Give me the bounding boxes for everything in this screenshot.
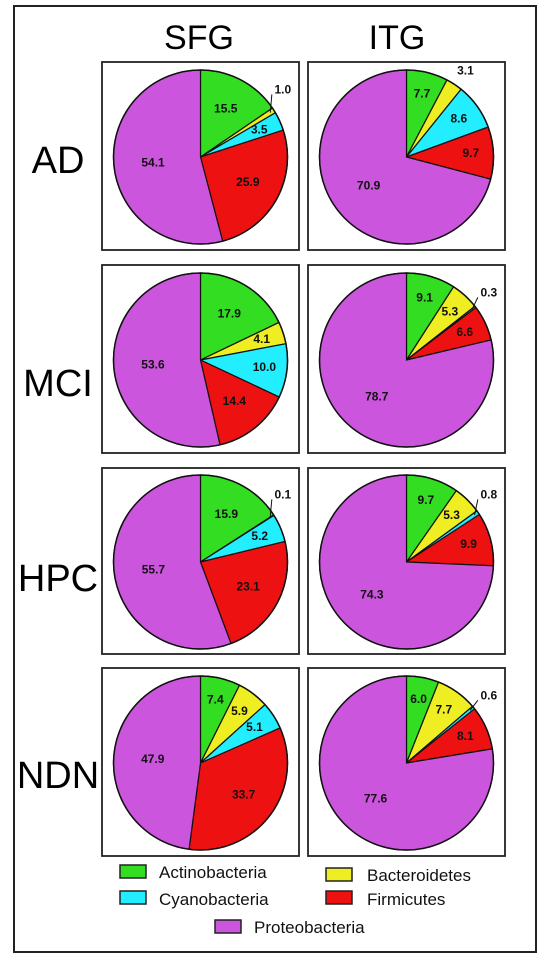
row-label-ndn: NDN <box>17 755 99 797</box>
slice-label-mci-itg-cyanobacteria: 0.3 <box>480 286 497 300</box>
leader-line-hpc-sfg-bacteroidetes <box>269 499 273 518</box>
slice-label-ad-sfg-bacteroidetes: 1.0 <box>274 83 291 97</box>
slice-label-ndn-sfg-cyanobacteria: 5.1 <box>246 720 263 734</box>
leader-line-hpc-itg-cyanobacteria <box>474 499 479 516</box>
slice-label-ndn-itg-bacteroidetes: 7.7 <box>436 703 453 717</box>
slice-label-ad-sfg-actinobacteria: 15.5 <box>214 102 238 116</box>
legend-swatch-bacteroidetes <box>325 867 353 882</box>
slice-label-mci-itg-actinobacteria: 9.1 <box>416 290 433 304</box>
slice-label-ndn-sfg-firmicutes: 33.7 <box>232 788 256 802</box>
column-label-sfg: SFG <box>164 19 234 57</box>
slice-label-mci-sfg-bacteroidetes: 4.1 <box>253 332 270 346</box>
slice-label-ad-itg-firmicutes: 9.7 <box>462 146 479 160</box>
slice-label-mci-itg-firmicutes: 6.6 <box>456 325 473 339</box>
slice-label-ad-sfg-firmicutes: 25.9 <box>236 175 260 189</box>
outer-frame <box>13 5 537 953</box>
row-label-mci: MCI <box>23 363 93 405</box>
row-label-hpc: HPC <box>18 558 98 600</box>
legend-label-bacteroidetes: Bacteroidetes <box>367 866 471 885</box>
pie-panels: 15.5 1.0 3.5 25.9 54.1 7.7 3.1 8.6 9.7 70.9 17.9 4.… <box>101 61 506 857</box>
legend-label-actinobacteria: Actinobacteria <box>159 863 267 882</box>
legend-label-cyanobacteria: Cyanobacteria <box>159 890 269 909</box>
slice-label-mci-sfg-cyanobacteria: 10.0 <box>253 360 277 374</box>
slice-label-mci-itg-bacteroidetes: 5.3 <box>441 305 458 319</box>
row-label-ad: AD <box>32 140 85 182</box>
leader-line-mci-itg-cyanobacteria <box>471 297 479 310</box>
slice-label-ad-itg-bacteroidetes: 3.1 <box>457 64 474 78</box>
pie-outline-hpc-itg <box>318 474 495 650</box>
column-label-itg: ITG <box>369 19 426 57</box>
slice-label-ndn-sfg-bacteroidetes: 5.9 <box>231 704 248 718</box>
leader-line-ndn-itg-cyanobacteria <box>469 700 479 711</box>
slice-label-ad-sfg-cyanobacteria: 3.5 <box>251 123 268 137</box>
slice-label-ad-itg-proteobacteria: 70.9 <box>357 178 381 192</box>
slice-label-hpc-itg-proteobacteria: 74.3 <box>360 587 384 601</box>
slice-label-hpc-sfg-bacteroidetes: 0.1 <box>274 488 291 502</box>
slice-label-hpc-itg-bacteroidetes: 5.3 <box>443 508 460 522</box>
slice-label-mci-sfg-firmicutes: 14.4 <box>223 394 247 408</box>
slice-label-ad-itg-cyanobacteria: 8.6 <box>450 112 467 126</box>
slice-label-mci-sfg-proteobacteria: 53.6 <box>141 358 165 372</box>
slice-label-ndn-sfg-proteobacteria: 47.9 <box>141 752 165 766</box>
slice-label-mci-sfg-actinobacteria: 17.9 <box>218 307 242 321</box>
pie-outline-ndn-itg <box>318 675 495 851</box>
pie-outline-mci-itg <box>318 272 495 448</box>
slice-label-mci-itg-proteobacteria: 78.7 <box>365 390 389 404</box>
legend: Actinobacteria Bacteroidetes Cyanobacter… <box>119 863 471 937</box>
pie-outline-hpc-sfg <box>112 474 289 650</box>
legend-swatch-cyanobacteria <box>119 890 147 905</box>
legend-swatch-firmicutes <box>325 890 353 905</box>
slice-label-ndn-itg-actinobacteria: 6.0 <box>410 692 427 706</box>
slice-label-hpc-sfg-proteobacteria: 55.7 <box>142 563 166 577</box>
slice-label-ad-sfg-proteobacteria: 54.1 <box>141 155 165 169</box>
slice-label-hpc-itg-cyanobacteria: 0.8 <box>480 488 497 502</box>
pie-outline-mci-sfg <box>112 272 289 448</box>
slice-label-ad-itg-actinobacteria: 7.7 <box>414 87 431 101</box>
slice-label-ndn-itg-proteobacteria: 77.6 <box>364 792 388 806</box>
legend-swatch-proteobacteria <box>214 919 242 934</box>
slice-label-ndn-sfg-actinobacteria: 7.4 <box>207 693 224 707</box>
pie-outline-ad-sfg <box>112 69 289 245</box>
legend-swatch-actinobacteria <box>119 864 147 879</box>
pie-outline-ndn-sfg <box>112 675 289 851</box>
pie-outline-ad-itg <box>318 69 495 245</box>
slice-label-hpc-itg-actinobacteria: 9.7 <box>417 493 434 507</box>
slice-label-ndn-itg-firmicutes: 8.1 <box>457 729 474 743</box>
slice-label-hpc-sfg-actinobacteria: 15.9 <box>215 507 239 521</box>
legend-label-firmicutes: Firmicutes <box>367 890 445 909</box>
slice-label-hpc-sfg-cyanobacteria: 5.2 <box>251 529 268 543</box>
legend-label-proteobacteria: Proteobacteria <box>254 918 365 937</box>
slice-label-ndn-itg-cyanobacteria: 0.6 <box>480 689 497 703</box>
slice-label-hpc-itg-firmicutes: 9.9 <box>460 537 477 551</box>
leader-line-ad-sfg-bacteroidetes <box>269 94 273 113</box>
slice-label-hpc-sfg-firmicutes: 23.1 <box>236 579 260 593</box>
